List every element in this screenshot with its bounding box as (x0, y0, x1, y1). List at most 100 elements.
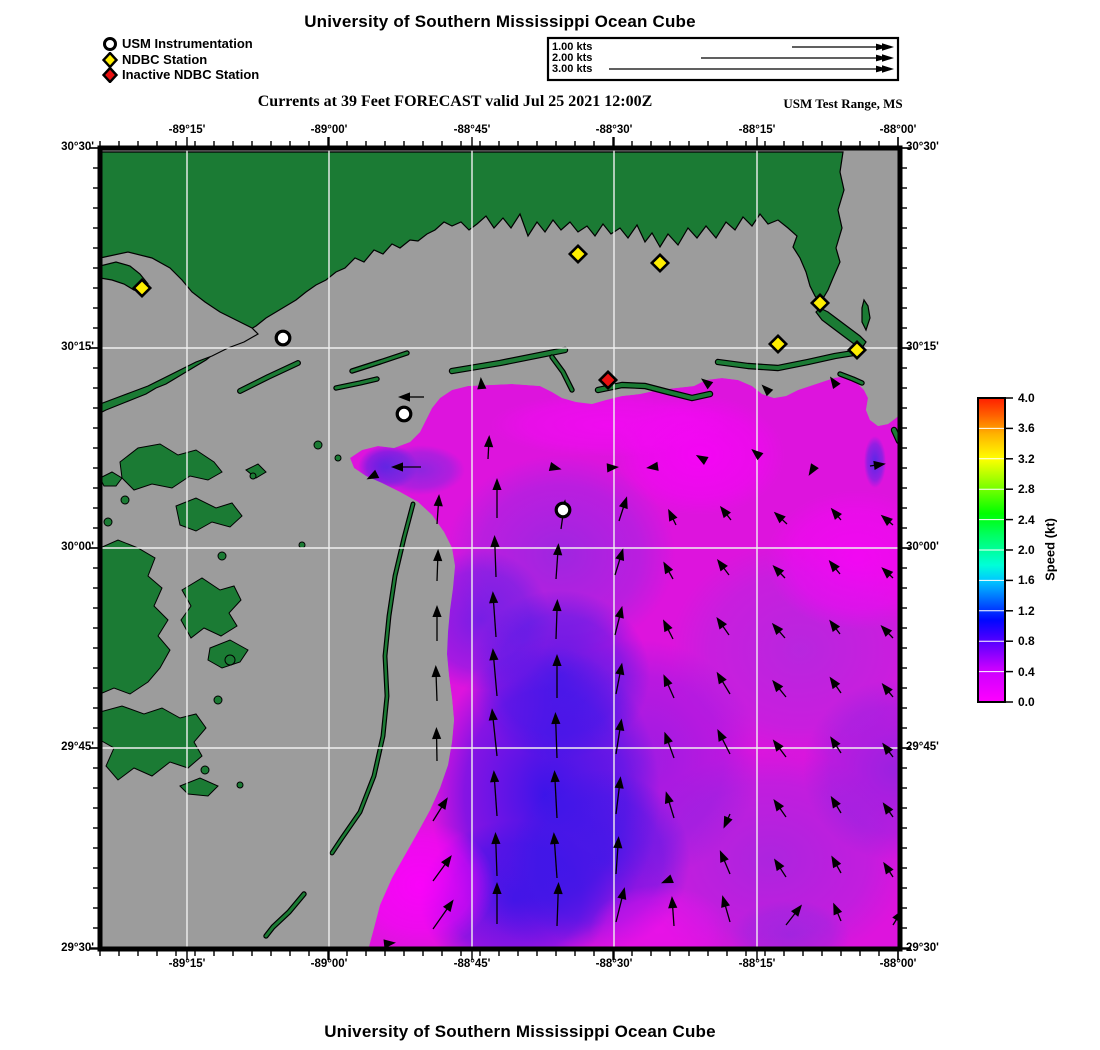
inactive-ndbc-station-marker (597, 369, 619, 391)
marsh-islet (249, 472, 257, 480)
lon-tick-label: -89°00' (310, 124, 348, 136)
ndbc-station-marker (567, 243, 589, 265)
legend-item-label: USM Instrumentation (122, 36, 253, 51)
legend-item-label: Inactive NDBC Station (122, 67, 260, 82)
vector-head (719, 850, 729, 863)
vector-shaft (555, 721, 558, 759)
vector-head (663, 561, 674, 575)
colorbar-tick-label: 0.8 (1018, 634, 1035, 649)
lon-tick-label: -88°00' (879, 958, 917, 970)
vector-head (771, 622, 784, 635)
vector-head (719, 505, 731, 519)
vector-head (882, 802, 894, 815)
page-title: University of Southern Mississippi Ocean… (304, 12, 696, 31)
vector-head (831, 855, 842, 869)
lat-tick-label: 29°45' (906, 741, 939, 753)
barrier-island (350, 351, 409, 373)
colorbar-tick-label: 0.4 (1018, 664, 1035, 679)
vector-shaft (487, 444, 490, 460)
marsh-island (175, 497, 243, 532)
lat-tick-label: 30°15' (61, 341, 94, 353)
colorbar-tick-label: 0.0 (1018, 695, 1035, 709)
marsh-island (180, 577, 242, 639)
vector-shaft (618, 505, 625, 522)
vector-head (663, 674, 673, 688)
scale-vector-head (876, 65, 888, 73)
vector-shaft (721, 679, 731, 695)
vector-head (880, 625, 893, 637)
vector-head (492, 882, 502, 894)
vector-head (772, 739, 784, 752)
vector-head (880, 514, 893, 526)
vector-head (613, 836, 623, 849)
marsh-islet (200, 765, 210, 775)
vector-shaft (724, 904, 731, 923)
speed-blob (590, 885, 730, 950)
vector-head (550, 770, 560, 783)
vector-head (716, 559, 728, 572)
vector-head (646, 461, 659, 471)
vector-head (484, 435, 494, 448)
lat-tick-label: 30°00' (906, 541, 939, 553)
scale-3kt-label: 3.00 kts (552, 62, 593, 75)
vector-shaft (615, 728, 621, 755)
current-vectors (366, 376, 903, 949)
barrier-island (596, 383, 712, 400)
bottom-page-title: University of Southern Mississippi Ocean… (324, 1022, 716, 1041)
vector-shaft (436, 558, 439, 582)
lat-tick-label: 30°30' (61, 141, 94, 153)
vector-shaft (556, 891, 559, 927)
lat-tick-label: 30°30' (906, 141, 939, 153)
lon-tick-label: -89°00' (310, 958, 348, 970)
vector-shaft (615, 846, 619, 875)
vector-head (833, 902, 843, 916)
marsh-islet (120, 495, 130, 505)
vector-head (433, 549, 443, 562)
vector-shaft (432, 805, 444, 822)
vector-head (830, 507, 842, 520)
vector-shaft (554, 780, 558, 819)
vector-head (614, 605, 624, 619)
vector-head (700, 378, 714, 390)
marsh-island (99, 705, 207, 781)
marsh-islet (217, 551, 227, 561)
stations (131, 243, 868, 519)
marsh-island (99, 539, 171, 695)
colorbar-tick-label: 3.6 (1018, 421, 1035, 436)
vector-head (661, 874, 674, 884)
vector-head (717, 729, 727, 742)
vector-shaft (723, 859, 731, 875)
vector-head (489, 648, 499, 661)
lon-tick-label: -88°00' (879, 124, 917, 136)
marsh-islet (334, 454, 342, 462)
cedar-tail (861, 298, 871, 332)
vector-head (716, 616, 728, 630)
vector-shaft (492, 601, 497, 638)
vector-head (490, 535, 500, 548)
vector-head (772, 679, 784, 693)
vector-shaft (553, 842, 558, 879)
colorbar-tick-label: 2.0 (1018, 543, 1035, 557)
vector-head (830, 795, 841, 809)
colorbar-tick-label: 3.2 (1018, 451, 1035, 466)
vector-head (829, 376, 841, 390)
scale-vector-head (876, 43, 888, 51)
vector-head (664, 731, 673, 745)
legend-item-usm-instrumentation: USM Instrumentation (102, 36, 332, 52)
vector-head (550, 832, 560, 845)
vector-head (830, 736, 841, 749)
usm-instrumentation-marker (274, 329, 292, 347)
vector-shaft (668, 800, 675, 819)
usm-instrumentation-marker (554, 501, 572, 519)
vector-head (761, 384, 774, 397)
vector-shaft (555, 553, 559, 580)
current-speed-field (350, 376, 900, 950)
marsh-islet (103, 517, 113, 527)
barrier-island (838, 372, 864, 385)
forecast-subtitle: Currents at 39 Feet FORECAST valid Jul 2… (257, 93, 653, 110)
barrier-island (330, 502, 415, 855)
lon-tick-label: -88°45' (453, 124, 491, 136)
scale-vector-head (876, 54, 888, 62)
vector-head (606, 463, 619, 473)
marsh-island (119, 443, 223, 491)
